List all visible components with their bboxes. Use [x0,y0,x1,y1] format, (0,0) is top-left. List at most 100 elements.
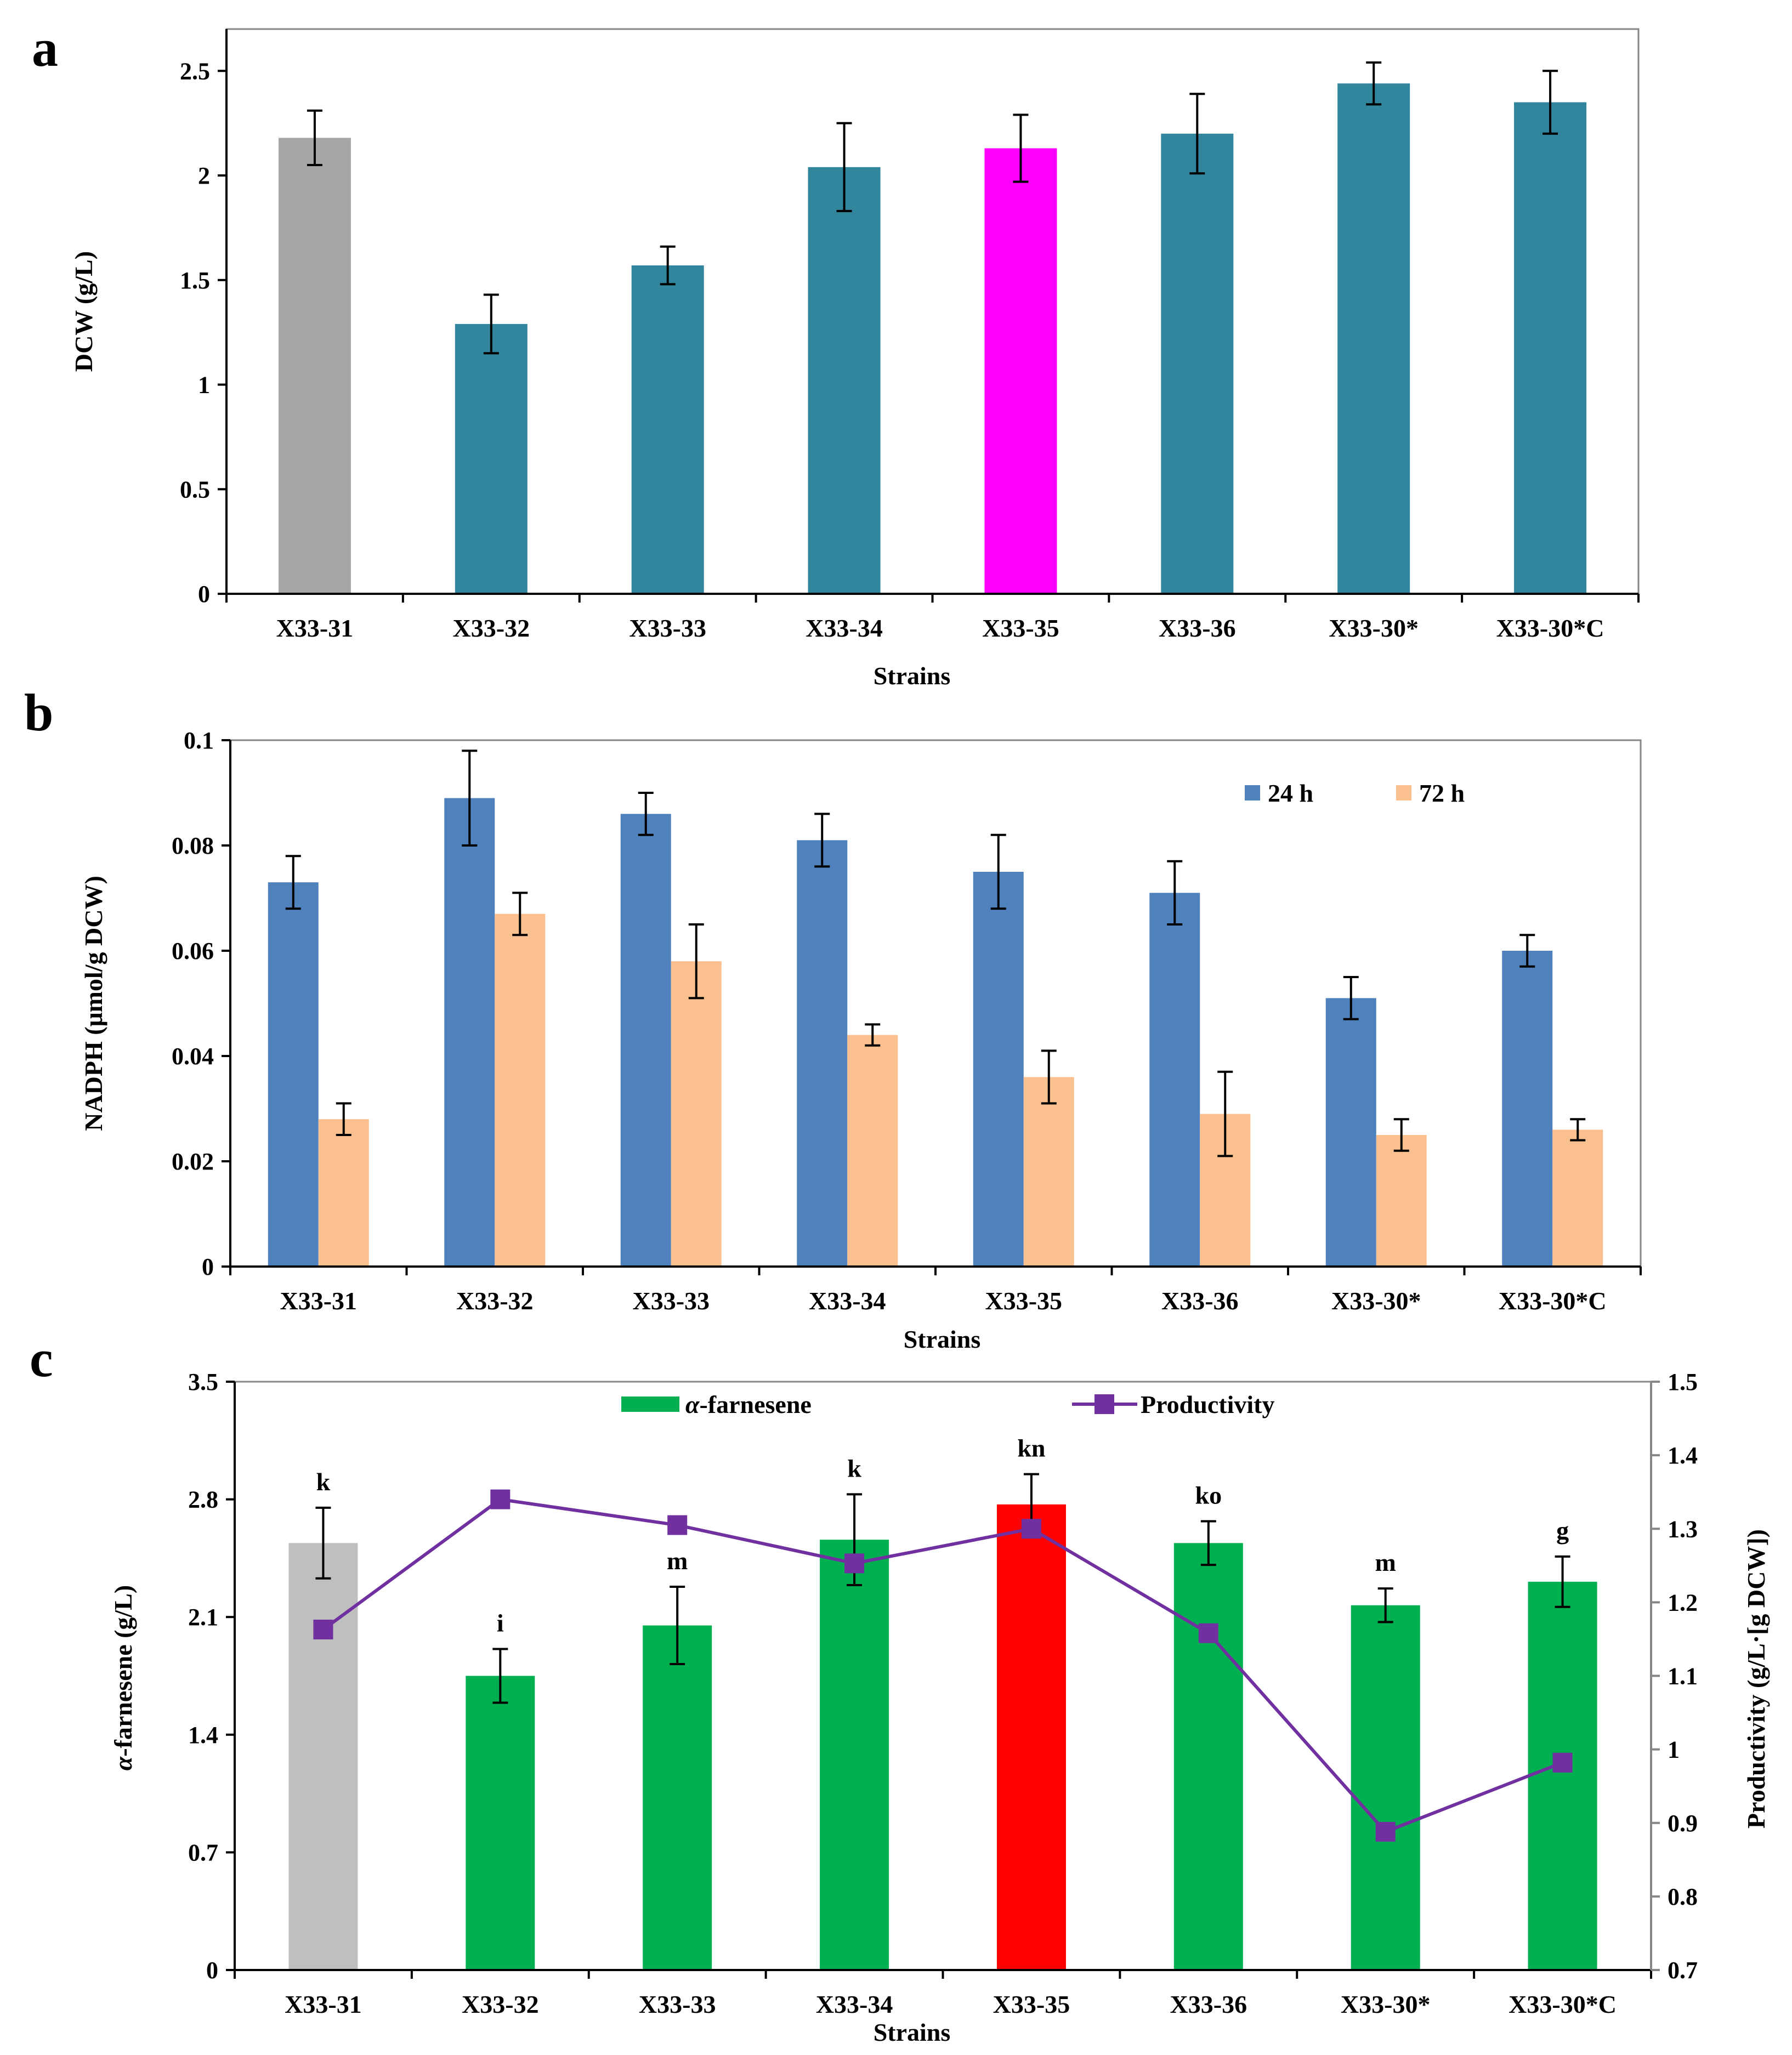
plot-frame-a [225,28,1640,595]
productivity-marker [490,1489,511,1509]
c-category-label: X33-36 [1170,1990,1247,2018]
c-category-label: X33-31 [285,1990,362,2018]
c-category-label: X33-34 [816,1990,893,2018]
productivity-marker [844,1553,865,1574]
a-category-label: X33-32 [453,614,530,642]
bar [984,148,1057,594]
x-axis-title-b: Strains [904,1325,981,1353]
y-axis-title-c-rest: -farnesene (g/L) [109,1585,137,1757]
bar [455,323,528,594]
productivity-marker [1021,1519,1041,1539]
bar [1514,102,1587,594]
panel-label-a: a [32,19,58,77]
axes-a: 0 0.5 1 1.5 2 2.5 X33-31 X33-32 X33-33 X33-34 X33-… [180,29,1640,642]
legend-marker-productivity [1095,1394,1114,1414]
b-y-tick-label: 0.02 [172,1148,214,1175]
bar [288,1543,358,1970]
c-y2-tick-label: 1.2 [1668,1589,1698,1616]
b-category-label: X33-33 [632,1287,710,1315]
a-y-tick-label: 2.5 [180,58,210,84]
productivity-marker [1375,1821,1396,1842]
bar [631,265,704,594]
b-category-label: X33-30* [1331,1287,1421,1315]
significance-label: m [667,1547,688,1575]
x-axis-title-c: Strains [874,2018,951,2046]
legend-swatch-farnesene [621,1397,679,1412]
b-category-label: X33-30*C [1499,1287,1607,1315]
c-y-tick-label: 2.1 [188,1604,218,1631]
significance-label: k [316,1468,331,1496]
bar-group-b [268,750,1603,1267]
bar [1528,1581,1597,1970]
legend-b: 24 h 72 h [1245,779,1465,807]
c-category-label: X33-30*C [1509,1990,1617,2018]
bar [643,1625,712,1970]
legend-swatch-24h [1245,785,1260,801]
a-y-tick-label: 1.5 [180,267,210,294]
bar-72h [495,913,546,1267]
significance-label: ko [1195,1481,1222,1509]
c-category-label: X33-33 [639,1990,716,2018]
a-y-tick-label: 0.5 [180,476,210,503]
a-category-label: X33-36 [1159,614,1236,642]
a-category-label: X33-35 [982,614,1059,642]
x-axis-title-a: Strains [874,662,951,690]
significance-label: kn [1017,1434,1045,1462]
bar-24h [973,872,1024,1267]
bar-group-a [278,61,1587,594]
c-y2-tick-label: 1.5 [1668,1369,1698,1395]
bar [1351,1605,1420,1970]
chart-panel-c: k i m k kn ko m g 0 0.7 1.4 2.1 2.8 3.5 X33-31 X33-32 X… [109,1369,1770,2046]
b-category-label: X33-34 [809,1287,886,1315]
c-y-tick-label: 0 [206,1957,218,1984]
y-axis-title-c: α-farnesene (g/L) [109,1585,137,1770]
bar-72h [1376,1135,1427,1267]
b-y-tick-label: 0.08 [172,832,214,859]
bar-24h [268,882,319,1267]
b-category-label: X33-32 [456,1287,534,1315]
c-y2-tick-label: 1.4 [1668,1442,1698,1469]
b-y-tick-label: 0.04 [172,1043,214,1070]
y-axis-title-a: DCW (g/L) [70,251,98,372]
bar-24h [1502,951,1553,1267]
bar [820,1540,889,1970]
bar-group-c: k i m k kn ko m g [288,1434,1597,1970]
y-axis-title-b: NADPH (μmol/g DCW) [80,876,107,1131]
c-y-tick-label: 1.4 [188,1722,218,1749]
axes-c: 0 0.7 1.4 2.1 2.8 3.5 X33-31 X33-32 X33-33 X33-34… [188,1369,1698,2018]
y2-axis-title-c: Productivity (g/L·[g DCW]) [1742,1529,1770,1829]
b-y-tick-label: 0.1 [184,727,214,754]
legend-label-productivity: Productivity [1141,1390,1274,1418]
c-y-tick-label: 0.7 [188,1839,218,1866]
bar-72h [847,1035,898,1267]
legend-swatch-72h [1396,785,1411,801]
c-y2-tick-label: 1.1 [1668,1663,1698,1690]
b-y-tick-label: 0.06 [172,938,214,964]
a-category-label: X33-33 [629,614,706,642]
bar-24h [1149,893,1200,1267]
a-category-label: X33-30* [1329,614,1419,642]
c-y-tick-label: 3.5 [188,1369,218,1395]
panel-label-b: b [24,683,53,742]
bar-24h [1325,998,1376,1267]
significance-label: m [1375,1548,1396,1576]
productivity-marker [667,1515,688,1535]
c-y2-tick-label: 0.9 [1668,1810,1698,1837]
b-category-label: X33-31 [280,1287,357,1315]
bar [1173,1543,1243,1970]
c-y2-tick-label: 1.3 [1668,1515,1698,1542]
productivity-marker [313,1620,333,1640]
chart-panel-b: 0 0.02 0.04 0.06 0.08 0.1 X33-31 X33-32 X33-33 X3… [80,727,1642,1353]
plot-frame-b [229,739,1642,1268]
a-category-label: X33-31 [276,614,354,642]
plot-frame-c [234,1381,1652,1971]
bar [1161,133,1234,594]
productivity-marker [1198,1623,1218,1643]
a-y-tick-label: 1 [198,372,210,399]
legend-label-24h: 24 h [1268,779,1313,807]
b-y-tick-label: 0 [202,1253,214,1280]
bar-72h [671,961,722,1267]
significance-label: g [1556,1517,1569,1545]
bar [808,167,881,594]
